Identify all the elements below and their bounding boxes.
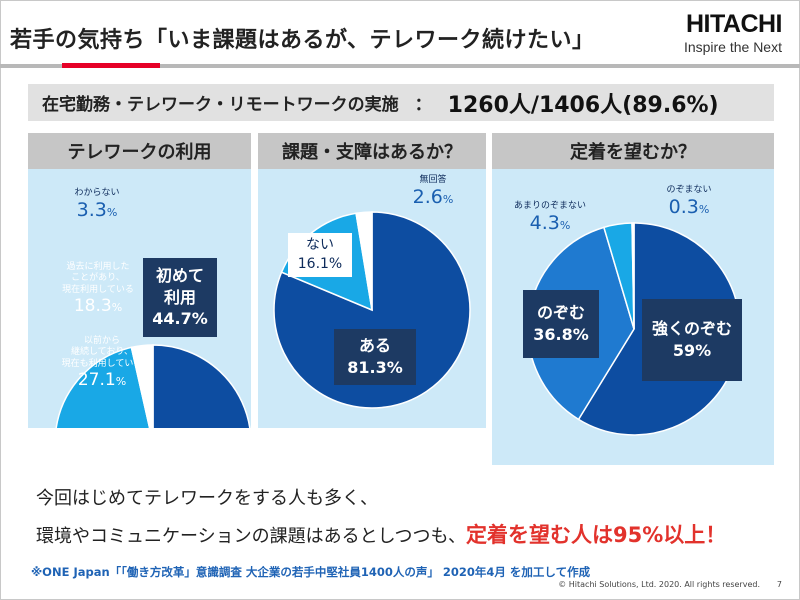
slice-caption: わからない — [74, 188, 120, 198]
slice-label-want: のぞむ 36.8% — [523, 290, 599, 358]
slice-value: 0.3 — [668, 196, 699, 219]
slice-caption: 利用 — [163, 287, 196, 307]
slice-caption: 現在も利用している — [61, 358, 143, 369]
source-note: ※ONE Japan「「働き方改革」意識調査 大企業の若手中堅社員1400人の声… — [31, 565, 591, 579]
slice-percent: 4.3% — [500, 212, 600, 236]
slice-unit: % — [442, 193, 454, 207]
slice-caption: 強くのぞむ — [651, 319, 732, 339]
slice-caption: ある — [358, 336, 391, 356]
slice-caption: のぞまない — [666, 185, 712, 195]
slice-percent: 3.3% — [62, 199, 132, 223]
slice-label-unknown: わからない 3.3% — [62, 188, 132, 223]
slide-title: 若手の気持ち「いま課題はあるが、テレワーク続けたい」 — [10, 28, 595, 53]
slice-caption: 無回答 — [419, 175, 447, 185]
summary-label: 在宅勤務・テレワーク・リモートワークの実施 — [42, 95, 399, 115]
body-text-emphasis: 定着を望む人は95%以上！ — [466, 523, 727, 547]
slice-label-continuing: 以前から 継続しており、 現在も利用している 27.1% — [52, 336, 152, 391]
slice-label-strongly-want: 強くのぞむ 59% — [642, 299, 742, 381]
slice-percent: 18.3% — [50, 296, 146, 317]
slice-caption: ことがあり、 — [71, 273, 125, 284]
body-text-line2-main: 環境やコミュニケーションの課題はあるとしつつも、 — [36, 526, 467, 547]
slice-label-not-want: のぞまない 0.3% — [652, 185, 726, 220]
body-text-line2: 環境やコミュニケーションの課題はあるとしつつも、定着を望む人は95%以上！ — [36, 519, 726, 549]
slice-caption: 継続しており、 — [70, 347, 134, 358]
summary-bar: 在宅勤務・テレワーク・リモートワークの実施 ： 1260人/1406人(89.6… — [28, 84, 774, 121]
chart-panel-telework-usage: テレワークの利用 わからない 3.3% 過去に利用した ことがあり、 現在利用し… — [28, 133, 251, 428]
slice-caption: 過去に利用した — [66, 262, 130, 272]
slice-percent: 27.1% — [52, 370, 152, 391]
logo-name: HITACHI — [685, 10, 783, 38]
slice-label-first-time: 初めて 利用 44.7% — [143, 258, 217, 337]
slice-caption: あまりのぞまない — [513, 201, 586, 211]
slice-percent: 36.8% — [533, 325, 589, 344]
slice-unit: % — [115, 374, 127, 388]
pie-slice — [631, 222, 635, 330]
chart-panel-issues: 課題・支障はあるか？ 無回答 2.6% ない 16.1% ある 81.3% — [258, 133, 486, 428]
copyright: © Hitachi Solutions, Ltd. 2020. All righ… — [558, 580, 760, 589]
slice-unit: % — [111, 300, 123, 314]
slice-caption: のぞむ — [536, 303, 585, 323]
pie-slice — [55, 346, 151, 428]
slice-caption: 現在利用している — [62, 284, 134, 295]
slice-label-no-answer: 無回答 2.6% — [398, 175, 468, 210]
pie-slice — [355, 211, 373, 311]
slice-caption: 初めて — [155, 266, 204, 286]
slice-percent: 81.3% — [347, 358, 403, 377]
chart-title: 課題・支障はあるか？ — [258, 133, 486, 169]
hitachi-logo: HITACHI Inspire the Next — [683, 10, 783, 56]
slice-label-yes: ある 81.3% — [334, 329, 416, 385]
slice-label-past-user: 過去に利用した ことがあり、 現在利用している 18.3% — [50, 262, 146, 317]
slice-label-not-much: あまりのぞまない 4.3% — [500, 201, 600, 236]
slice-unit: % — [559, 219, 571, 233]
slice-value: 3.3 — [76, 199, 107, 222]
slice-caption: 以前から — [83, 336, 120, 346]
slice-unit: % — [698, 203, 710, 217]
slice-percent: 2.6% — [398, 186, 468, 210]
summary-value: 1260人/1406人(89.6%) — [447, 92, 719, 118]
slice-percent: 0.3% — [652, 196, 726, 220]
chart-title: テレワークの利用 — [28, 133, 251, 169]
slice-unit: % — [106, 206, 118, 220]
slice-value: 18.3 — [73, 295, 112, 316]
slice-value: 2.6 — [412, 186, 443, 209]
slice-percent: 16.1% — [297, 255, 343, 272]
chart-title: 定着を望むか？ — [492, 133, 774, 169]
slice-percent: 59% — [672, 341, 712, 360]
slice-percent: 44.7% — [152, 309, 208, 329]
summary-separator: ： — [414, 95, 432, 115]
slice-caption: ない — [306, 237, 334, 253]
title-divider — [0, 64, 800, 68]
page-number: 7 — [776, 580, 782, 589]
title-divider-accent — [62, 63, 160, 68]
slice-value: 4.3 — [529, 212, 560, 235]
slice-label-no: ない 16.1% — [288, 233, 352, 277]
logo-tagline: Inspire the Next — [683, 39, 782, 55]
pie-chart-telework-usage — [55, 344, 251, 428]
body-text-line1: 今回はじめてテレワークをする人も多く、 — [36, 488, 378, 509]
chart-panel-continue: 定着を望むか？ あまりのぞまない 4.3% のぞまない 0.3% のぞむ 36.… — [492, 133, 774, 465]
pie-slice — [130, 344, 154, 428]
slice-value: 27.1 — [77, 369, 116, 390]
pie-slice — [152, 344, 251, 428]
